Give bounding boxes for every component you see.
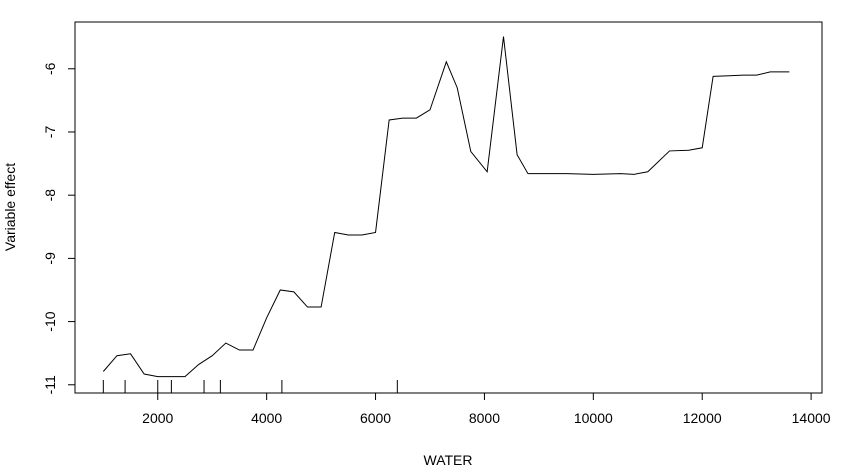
line [102,36,790,378]
y-tick-label: -7 [42,126,58,139]
x-tick-label: 14000 [792,410,831,426]
y-tick-label: -8 [42,189,58,202]
y-tick-label: -11 [42,375,58,394]
x-tick-label: 6000 [360,410,391,426]
y-tick-label: -10 [42,311,58,331]
y-axis-label: Variable effect [2,163,18,251]
y-tick-label: -9 [42,252,58,265]
y-tick-label: -6 [42,62,58,75]
x-axis-label: WATER [424,452,473,468]
x-tick-label: 4000 [251,410,282,426]
x-tick-label: 8000 [469,410,500,426]
plot-box [74,21,823,394]
x-tick-label: 2000 [142,410,173,426]
x-tick-label: 12000 [683,410,722,426]
x-tick-label: 10000 [574,410,613,426]
